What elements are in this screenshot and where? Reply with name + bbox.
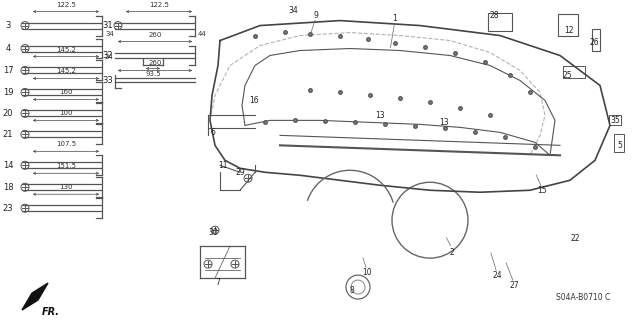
Text: 145.2: 145.2 <box>56 68 76 75</box>
Text: 15: 15 <box>537 186 547 195</box>
Text: 145.2: 145.2 <box>56 46 76 52</box>
Text: 34: 34 <box>288 6 298 15</box>
Text: 93.5: 93.5 <box>145 71 161 77</box>
Text: 122.5: 122.5 <box>56 2 76 8</box>
Polygon shape <box>22 283 48 310</box>
Text: 22: 22 <box>570 234 580 243</box>
Text: 14: 14 <box>3 161 13 170</box>
Text: 18: 18 <box>3 183 13 192</box>
Text: 122.5: 122.5 <box>149 2 169 8</box>
Text: 100: 100 <box>59 110 73 116</box>
Bar <box>563 67 585 78</box>
Text: 25: 25 <box>562 71 572 80</box>
Bar <box>614 134 624 152</box>
Text: FR.: FR. <box>42 307 60 317</box>
Text: 20: 20 <box>3 109 13 118</box>
Text: 12: 12 <box>564 26 574 35</box>
Text: 27: 27 <box>509 281 519 290</box>
Text: 260: 260 <box>148 32 162 37</box>
Text: 151.5: 151.5 <box>56 163 76 169</box>
Text: 6: 6 <box>211 128 215 137</box>
Text: 10: 10 <box>362 268 372 276</box>
Text: 3: 3 <box>5 21 11 30</box>
Text: 160: 160 <box>59 89 73 95</box>
Bar <box>558 13 578 36</box>
Text: 24: 24 <box>105 53 114 60</box>
Bar <box>488 12 512 30</box>
Text: 1: 1 <box>392 14 397 23</box>
Text: 5: 5 <box>617 141 622 150</box>
Text: 32: 32 <box>103 51 113 60</box>
Text: 9: 9 <box>313 11 318 20</box>
Text: 26: 26 <box>589 38 599 47</box>
Text: 33: 33 <box>103 76 113 85</box>
Text: 19: 19 <box>3 88 13 97</box>
Text: 4: 4 <box>5 44 11 53</box>
Text: 16: 16 <box>249 96 259 105</box>
Text: 34: 34 <box>105 30 114 36</box>
Text: 8: 8 <box>350 285 354 294</box>
Text: 13: 13 <box>375 111 385 120</box>
Text: S04A-B0710 C: S04A-B0710 C <box>555 293 610 302</box>
Text: 28: 28 <box>489 11 499 20</box>
Text: 2: 2 <box>450 248 454 257</box>
Text: 7: 7 <box>215 277 220 287</box>
Text: 21: 21 <box>3 130 13 139</box>
Text: 29: 29 <box>235 168 245 177</box>
Text: 130: 130 <box>59 184 73 190</box>
Text: 24: 24 <box>492 271 502 280</box>
Bar <box>592 28 600 51</box>
Text: 44: 44 <box>198 30 207 36</box>
Text: 13: 13 <box>439 118 449 127</box>
Bar <box>609 116 621 125</box>
Text: 260: 260 <box>148 60 162 67</box>
Text: 107.5: 107.5 <box>56 141 76 147</box>
Text: 11: 11 <box>218 161 228 170</box>
Text: 17: 17 <box>3 66 13 75</box>
Text: 31: 31 <box>103 21 113 30</box>
Text: 35: 35 <box>610 116 620 125</box>
Text: 30: 30 <box>208 228 218 237</box>
Text: 23: 23 <box>3 204 13 213</box>
